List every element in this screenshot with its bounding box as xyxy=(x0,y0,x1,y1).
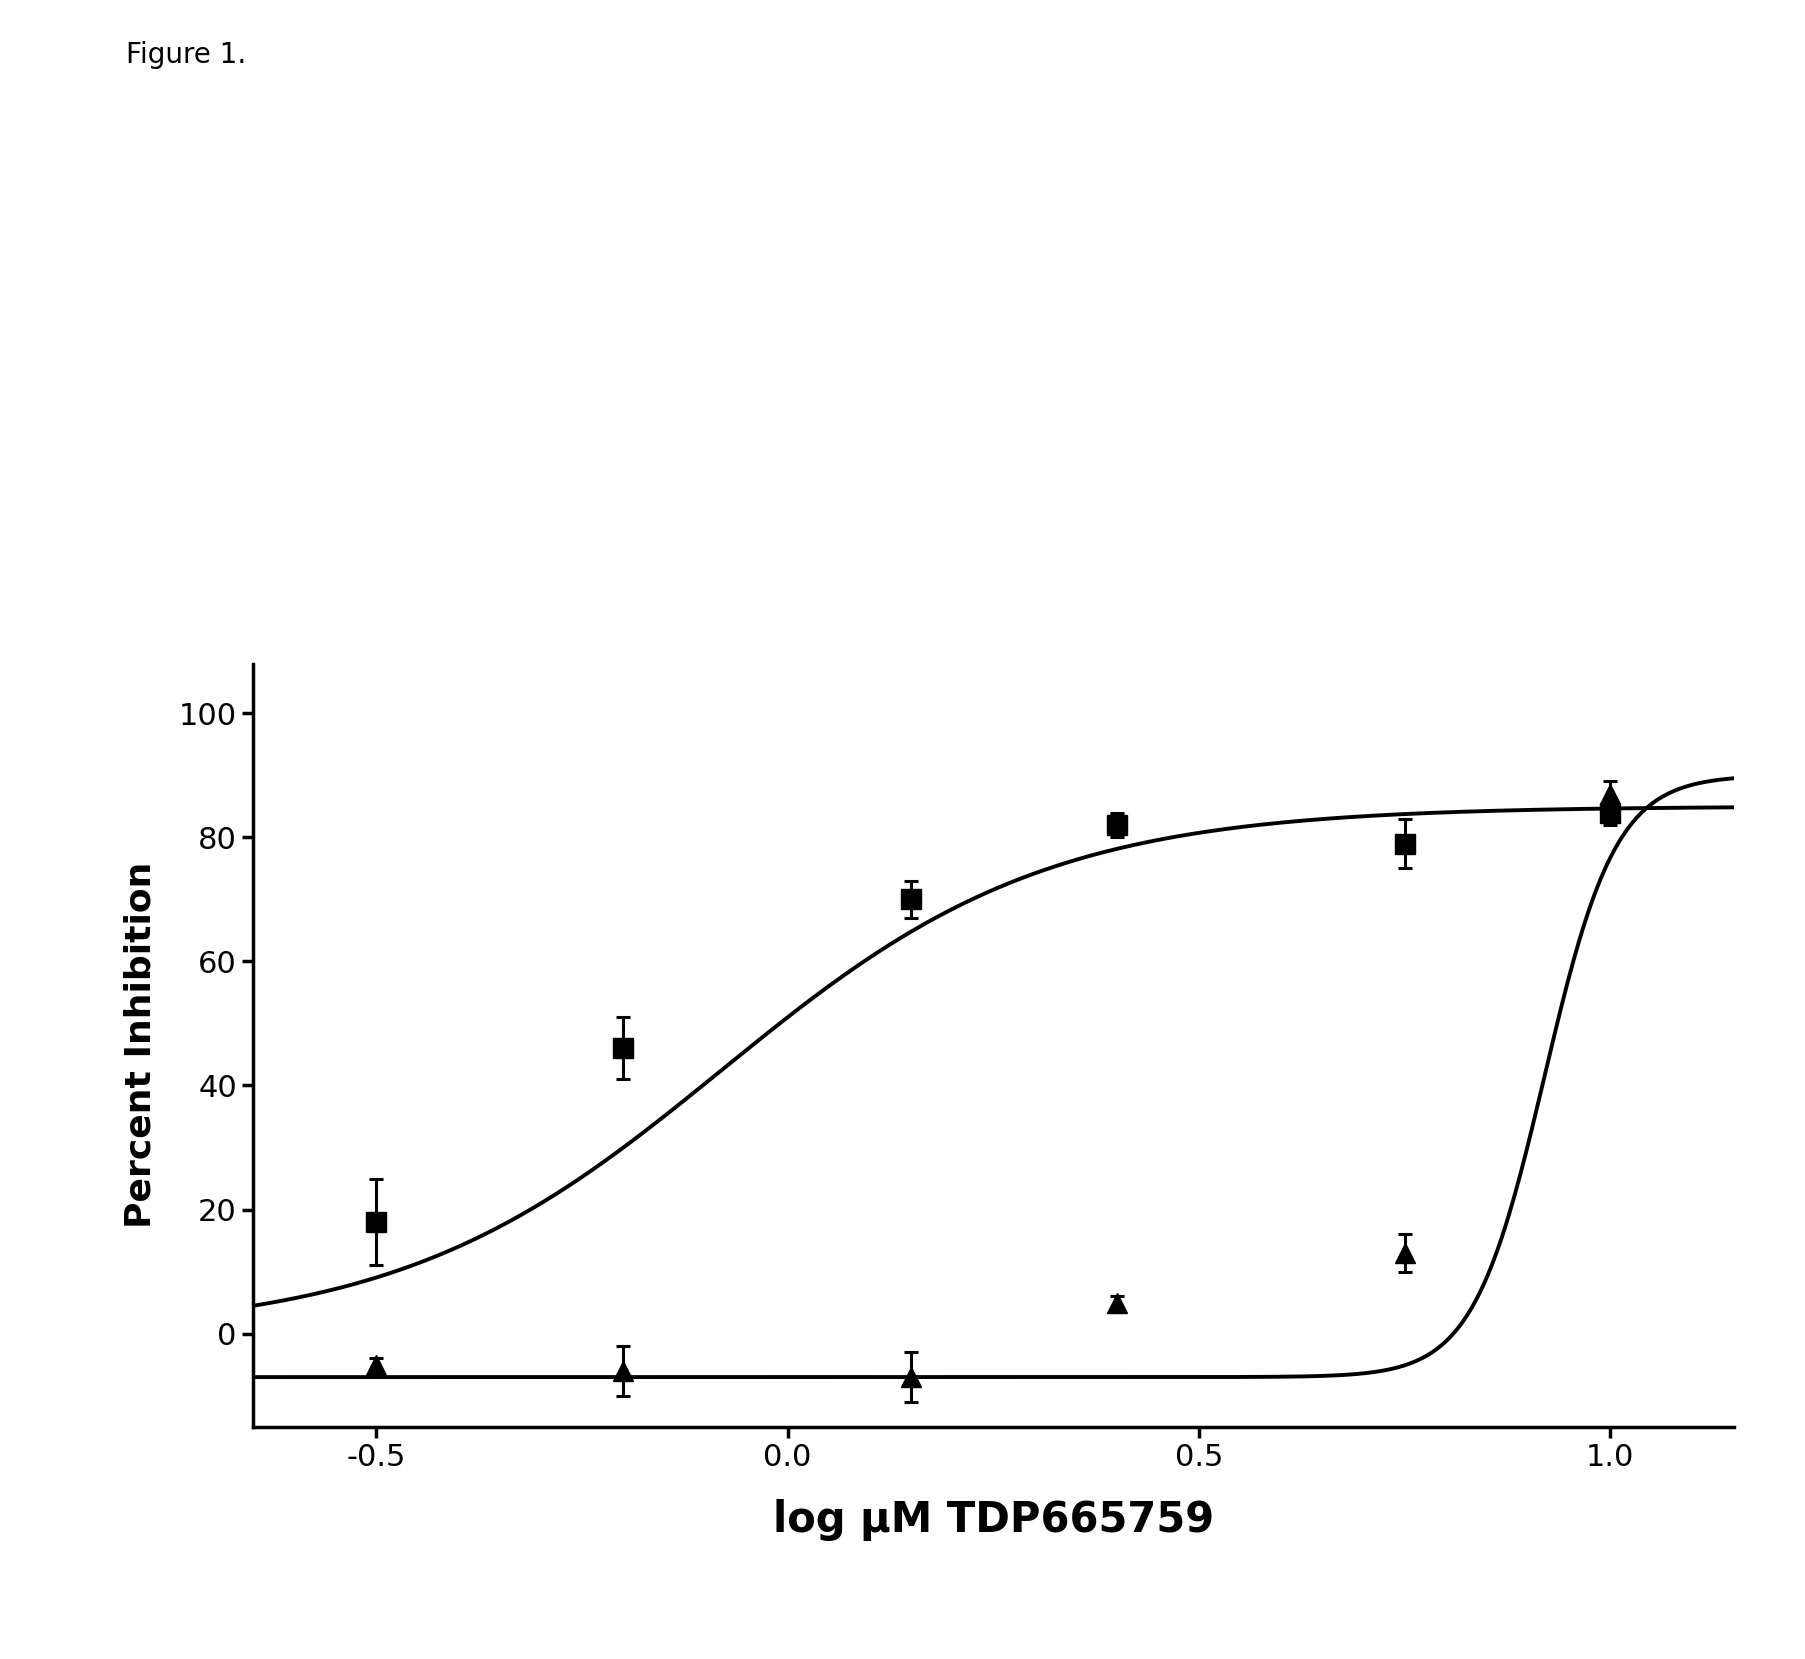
Y-axis label: Percent Inhibition: Percent Inhibition xyxy=(125,863,157,1228)
X-axis label: log μM TDP665759: log μM TDP665759 xyxy=(773,1500,1213,1541)
Text: Figure 1.: Figure 1. xyxy=(126,41,247,70)
